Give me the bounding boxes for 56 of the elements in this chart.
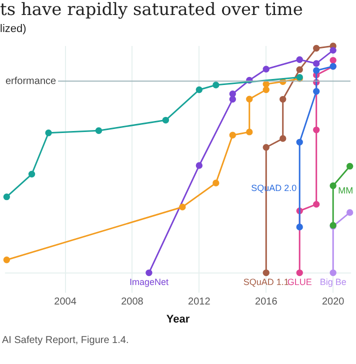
point	[330, 269, 336, 276]
point	[330, 182, 336, 190]
point	[296, 224, 303, 230]
point	[28, 170, 36, 178]
point	[229, 96, 236, 103]
point	[313, 126, 320, 134]
point	[313, 88, 320, 95]
point	[313, 60, 320, 67]
point	[296, 56, 303, 63]
point	[179, 204, 186, 210]
x-axis-title: Year	[166, 313, 190, 326]
ref-line-label: erformance	[6, 76, 57, 87]
point	[296, 138, 303, 146]
point	[313, 67, 320, 74]
point	[45, 130, 52, 136]
point	[229, 90, 236, 98]
point	[262, 144, 270, 151]
text: AI Safety Report, Figure 1.4.	[2, 335, 129, 346]
point	[262, 80, 270, 88]
point	[296, 269, 303, 276]
point	[280, 96, 286, 103]
x-tick-label: 2008	[121, 296, 144, 308]
series-label: Big Be	[320, 276, 346, 287]
point	[346, 209, 354, 216]
point	[229, 132, 236, 138]
point	[296, 66, 303, 73]
point	[313, 200, 320, 208]
point	[346, 162, 354, 170]
point	[3, 193, 10, 200]
series-label: ImageNet	[129, 276, 169, 287]
point	[313, 44, 320, 52]
series-label: SQuAD 1.1	[243, 276, 289, 287]
point	[246, 96, 253, 102]
point	[280, 135, 286, 142]
series-label: MM	[338, 186, 354, 196]
point	[262, 269, 270, 276]
point	[262, 86, 270, 94]
x-tick-label: 2012	[188, 296, 211, 308]
point	[196, 162, 203, 169]
point	[162, 116, 170, 124]
series-label: GLUE	[287, 276, 312, 287]
point	[212, 82, 220, 88]
x-tick-label: 2016	[255, 296, 278, 308]
point	[330, 46, 336, 54]
x-tick-label: 2004	[54, 296, 77, 308]
point	[212, 180, 220, 186]
point	[330, 56, 336, 64]
point	[3, 256, 10, 264]
point	[95, 127, 102, 134]
chart-title: ts have rapidly saturated over time	[0, 0, 303, 20]
point	[196, 86, 203, 94]
point	[246, 128, 253, 136]
point	[262, 66, 270, 72]
x-tick-label: 2020	[322, 296, 345, 308]
chart-subtitle: lized)	[0, 23, 26, 35]
point	[146, 269, 152, 276]
